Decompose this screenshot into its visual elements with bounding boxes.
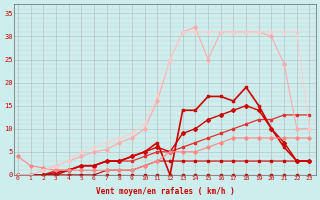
X-axis label: Vent moyen/en rafales ( km/h ): Vent moyen/en rafales ( km/h ) xyxy=(96,187,234,196)
